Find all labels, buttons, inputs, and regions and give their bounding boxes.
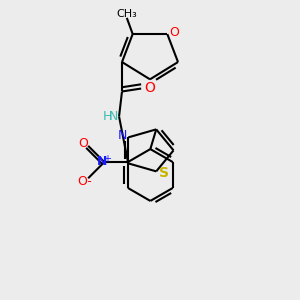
Text: O-: O-	[77, 175, 92, 188]
Text: O: O	[169, 26, 179, 39]
Text: +: +	[103, 154, 111, 164]
Text: CH₃: CH₃	[116, 9, 137, 19]
Text: H: H	[103, 110, 112, 123]
Text: N: N	[118, 129, 127, 142]
Text: O: O	[144, 81, 155, 95]
Text: O: O	[78, 137, 88, 150]
Text: N: N	[109, 110, 119, 123]
Text: N: N	[97, 155, 107, 168]
Text: S: S	[159, 166, 169, 180]
